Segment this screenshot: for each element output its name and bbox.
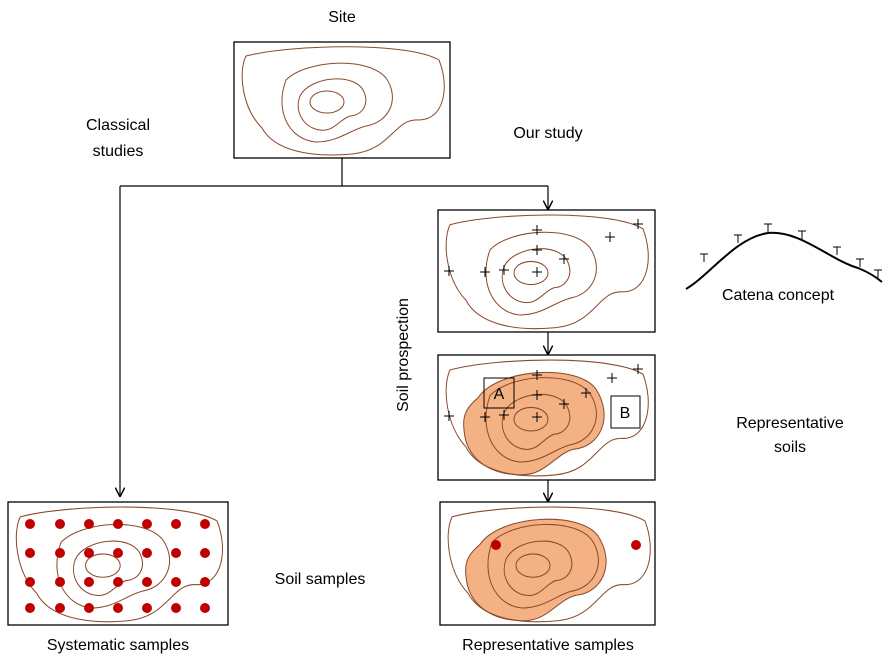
catena-profiles: [700, 223, 882, 278]
catena-label: Catena concept: [722, 287, 835, 304]
sample-point: [55, 603, 65, 613]
zone-box: [610, 395, 641, 429]
sample-point: [55, 577, 65, 587]
prospection-cross: [444, 219, 643, 422]
sample-point: [84, 519, 94, 529]
representative-soils-label: soils: [774, 439, 806, 456]
sample-point: [84, 548, 94, 558]
sample-grid: [25, 519, 210, 613]
prospection-points: [444, 219, 643, 422]
sample-point: [171, 603, 181, 613]
sample-point: [171, 577, 181, 587]
sample-point: [113, 519, 123, 529]
sample-point: [142, 603, 152, 613]
sample-point: [55, 548, 65, 558]
sample-point: [200, 603, 210, 613]
sample-point: [25, 577, 35, 587]
classical-label: studies: [93, 143, 144, 160]
zone-box: [483, 377, 515, 409]
sample-point: [25, 603, 35, 613]
sample-point: [84, 603, 94, 613]
soil-samples-label: Soil samples: [275, 571, 366, 588]
sample-point: [113, 548, 123, 558]
zone-label: B: [620, 405, 631, 422]
catena-curve: [685, 231, 883, 290]
sample-point: [631, 540, 641, 550]
sample-point: [25, 548, 35, 558]
sample-point: [491, 540, 501, 550]
sample-point: [142, 577, 152, 587]
classical-label: Classical: [86, 117, 150, 134]
sample-point: [142, 548, 152, 558]
prospection-label: Soil prospection: [395, 298, 412, 412]
sample-point: [142, 519, 152, 529]
caption: Systematic samples: [47, 637, 189, 654]
sample-point: [113, 603, 123, 613]
sample-point: [200, 577, 210, 587]
zone-label: A: [494, 386, 505, 403]
sample-point: [171, 519, 181, 529]
caption: Representative samples: [462, 637, 634, 654]
site-label: Site: [328, 9, 356, 26]
sample-point: [84, 577, 94, 587]
sample-point: [200, 548, 210, 558]
sample-point: [55, 519, 65, 529]
connector: [120, 158, 548, 187]
sample-point: [171, 548, 181, 558]
our-study-label: Our study: [513, 125, 582, 142]
prospection-map: [437, 209, 656, 333]
sample-point: [113, 577, 123, 587]
sample-point: [200, 519, 210, 529]
sample-point: [25, 519, 35, 529]
representative-soils-label: Representative: [736, 415, 844, 432]
site-map: [233, 41, 451, 159]
